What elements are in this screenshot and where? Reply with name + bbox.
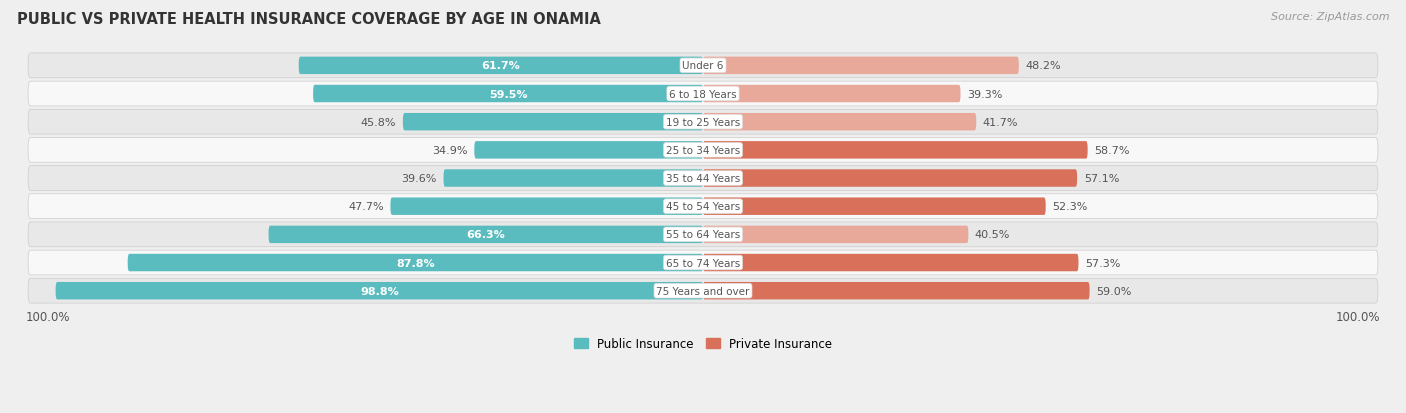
Text: 52.3%: 52.3% <box>1052 202 1088 212</box>
Text: 61.7%: 61.7% <box>481 61 520 71</box>
Text: 59.5%: 59.5% <box>489 89 527 99</box>
Text: 35 to 44 Years: 35 to 44 Years <box>666 173 740 184</box>
FancyBboxPatch shape <box>28 279 1378 304</box>
Text: 75 Years and over: 75 Years and over <box>657 286 749 296</box>
Text: Under 6: Under 6 <box>682 61 724 71</box>
FancyBboxPatch shape <box>474 142 703 159</box>
FancyBboxPatch shape <box>703 226 969 244</box>
FancyBboxPatch shape <box>404 114 703 131</box>
Text: Source: ZipAtlas.com: Source: ZipAtlas.com <box>1271 12 1389 22</box>
FancyBboxPatch shape <box>28 223 1378 247</box>
Text: 41.7%: 41.7% <box>983 117 1018 127</box>
FancyBboxPatch shape <box>391 198 703 216</box>
FancyBboxPatch shape <box>314 85 703 103</box>
Text: 34.9%: 34.9% <box>432 145 468 155</box>
Text: PUBLIC VS PRIVATE HEALTH INSURANCE COVERAGE BY AGE IN ONAMIA: PUBLIC VS PRIVATE HEALTH INSURANCE COVER… <box>17 12 600 27</box>
FancyBboxPatch shape <box>703 198 1046 216</box>
FancyBboxPatch shape <box>703 254 1078 272</box>
Text: 57.1%: 57.1% <box>1084 173 1119 184</box>
FancyBboxPatch shape <box>128 254 703 272</box>
FancyBboxPatch shape <box>269 226 703 244</box>
Text: 59.0%: 59.0% <box>1097 286 1132 296</box>
FancyBboxPatch shape <box>443 170 703 188</box>
FancyBboxPatch shape <box>703 114 976 131</box>
FancyBboxPatch shape <box>703 142 1088 159</box>
Text: 98.8%: 98.8% <box>360 286 399 296</box>
Text: 25 to 34 Years: 25 to 34 Years <box>666 145 740 155</box>
FancyBboxPatch shape <box>703 85 960 103</box>
Text: 40.5%: 40.5% <box>974 230 1011 240</box>
Text: 6 to 18 Years: 6 to 18 Years <box>669 89 737 99</box>
FancyBboxPatch shape <box>56 282 703 300</box>
FancyBboxPatch shape <box>28 251 1378 275</box>
Text: 47.7%: 47.7% <box>349 202 384 212</box>
FancyBboxPatch shape <box>703 170 1077 188</box>
Text: 66.3%: 66.3% <box>467 230 505 240</box>
FancyBboxPatch shape <box>28 138 1378 163</box>
FancyBboxPatch shape <box>703 57 1019 75</box>
Text: 19 to 25 Years: 19 to 25 Years <box>666 117 740 127</box>
FancyBboxPatch shape <box>28 195 1378 219</box>
FancyBboxPatch shape <box>703 282 1090 300</box>
Text: 45 to 54 Years: 45 to 54 Years <box>666 202 740 212</box>
Text: 48.2%: 48.2% <box>1025 61 1062 71</box>
Text: 58.7%: 58.7% <box>1094 145 1129 155</box>
Text: 39.6%: 39.6% <box>402 173 437 184</box>
FancyBboxPatch shape <box>28 166 1378 191</box>
Text: 45.8%: 45.8% <box>361 117 396 127</box>
FancyBboxPatch shape <box>298 57 703 75</box>
Text: 55 to 64 Years: 55 to 64 Years <box>666 230 740 240</box>
Text: 65 to 74 Years: 65 to 74 Years <box>666 258 740 268</box>
FancyBboxPatch shape <box>28 54 1378 78</box>
Text: 87.8%: 87.8% <box>396 258 434 268</box>
FancyBboxPatch shape <box>28 82 1378 107</box>
Text: 39.3%: 39.3% <box>967 89 1002 99</box>
Legend: Public Insurance, Private Insurance: Public Insurance, Private Insurance <box>569 332 837 355</box>
Text: 57.3%: 57.3% <box>1085 258 1121 268</box>
FancyBboxPatch shape <box>28 110 1378 135</box>
